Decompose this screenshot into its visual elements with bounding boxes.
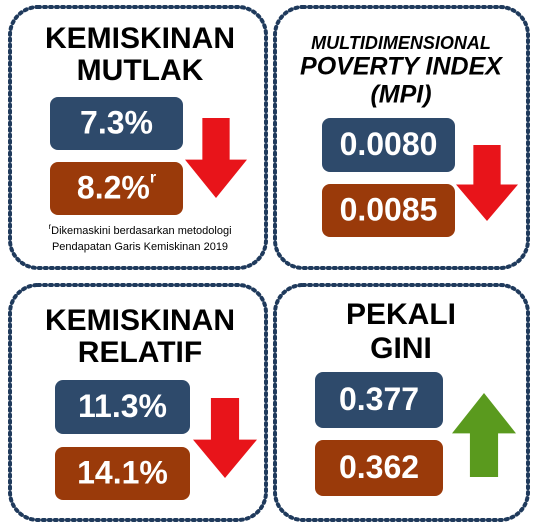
footnote-line: Pendapatan Garis Kemiskinan 2019 [52, 241, 228, 253]
value-box [315, 440, 443, 496]
value: 8.2% [77, 170, 150, 206]
footnote-line: Dikemaskini berdasarkan metodologi [51, 225, 231, 237]
arrow-down [193, 398, 257, 478]
value: 0.0080 [340, 126, 438, 162]
arrow-down [185, 118, 247, 198]
panel-border [8, 5, 268, 270]
panel-title: PEKALI [346, 298, 456, 331]
footnote: Pendapatan Garis Kemiskinan 2019 [52, 241, 228, 253]
value-text: 11.3% [78, 388, 167, 424]
panel-border [273, 5, 530, 270]
panel-title: POVERTY INDEX [300, 53, 503, 81]
value-box [55, 380, 190, 434]
value-text: 7.3% [80, 105, 153, 141]
panel-title: RELATIF [78, 336, 202, 369]
value: 11.3% [78, 388, 167, 424]
footnote-marker: r [48, 222, 51, 231]
value-text: 14.1% [77, 455, 168, 491]
value-text: 0.0085 [340, 192, 438, 228]
footnote: rDikemaskini berdasarkan metodologi [48, 222, 231, 237]
value-box [50, 97, 183, 150]
value: 7.3% [80, 105, 153, 141]
panel-title: KEMISKINAN [45, 304, 235, 337]
arrow-down [456, 145, 518, 221]
value-box [50, 162, 183, 215]
panel-title: MUTLAK [77, 54, 204, 87]
arrow-up [452, 393, 516, 477]
value-text: 0.0080 [340, 126, 438, 162]
panel-title: GINI [370, 332, 432, 365]
value-text: 0.362 [339, 449, 419, 485]
value-box [322, 118, 455, 172]
value: 0.0085 [340, 192, 438, 228]
panel-title: MULTIDIMENSIONAL [311, 33, 491, 53]
value: 0.377 [339, 381, 419, 417]
panel-border [273, 283, 530, 522]
value: 14.1% [77, 455, 168, 491]
value-text: 0.377 [339, 381, 419, 417]
value: 0.362 [339, 449, 419, 485]
superscript: r [150, 170, 156, 187]
panel-border [8, 283, 268, 522]
panel-title: KEMISKINAN [45, 22, 235, 55]
value-text: 8.2%r [77, 170, 156, 206]
value-box [55, 447, 190, 500]
value-box [315, 372, 443, 428]
panel-title: (MPI) [370, 81, 431, 109]
value-box [322, 184, 455, 237]
